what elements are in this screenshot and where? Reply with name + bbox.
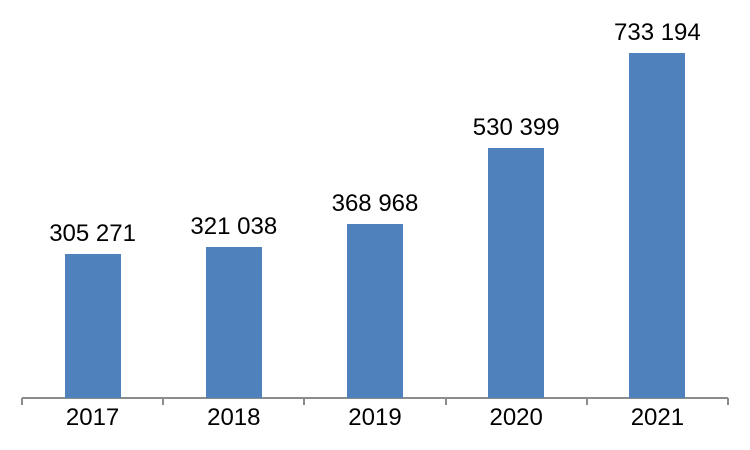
bar-value-label: 305 271: [49, 220, 136, 247]
bar: [488, 148, 545, 398]
x-axis-category-label: 2019: [348, 404, 402, 431]
x-axis-tick: [162, 398, 165, 405]
x-axis-tick: [444, 398, 447, 405]
x-axis-category-label: 2021: [630, 404, 685, 431]
x-axis-category-label: 2017: [65, 404, 120, 431]
x-axis-category-label: 2018: [207, 404, 261, 431]
x-axis-line: [22, 397, 728, 399]
bar-value-label: 368 968: [331, 190, 419, 217]
bar: [347, 224, 403, 398]
bar: [205, 247, 262, 398]
bar-value-label: 321 038: [190, 213, 278, 240]
x-axis-tick: [21, 398, 23, 405]
x-axis-tick: [727, 398, 729, 405]
x-axis-category-label: 2020: [489, 404, 543, 431]
bar-value-label: 733 194: [614, 19, 701, 46]
bar: [64, 254, 121, 398]
x-axis-tick: [303, 398, 306, 405]
x-axis-tick: [585, 398, 588, 405]
bar: [629, 53, 686, 398]
bar-value-label: 530 399: [472, 114, 560, 141]
